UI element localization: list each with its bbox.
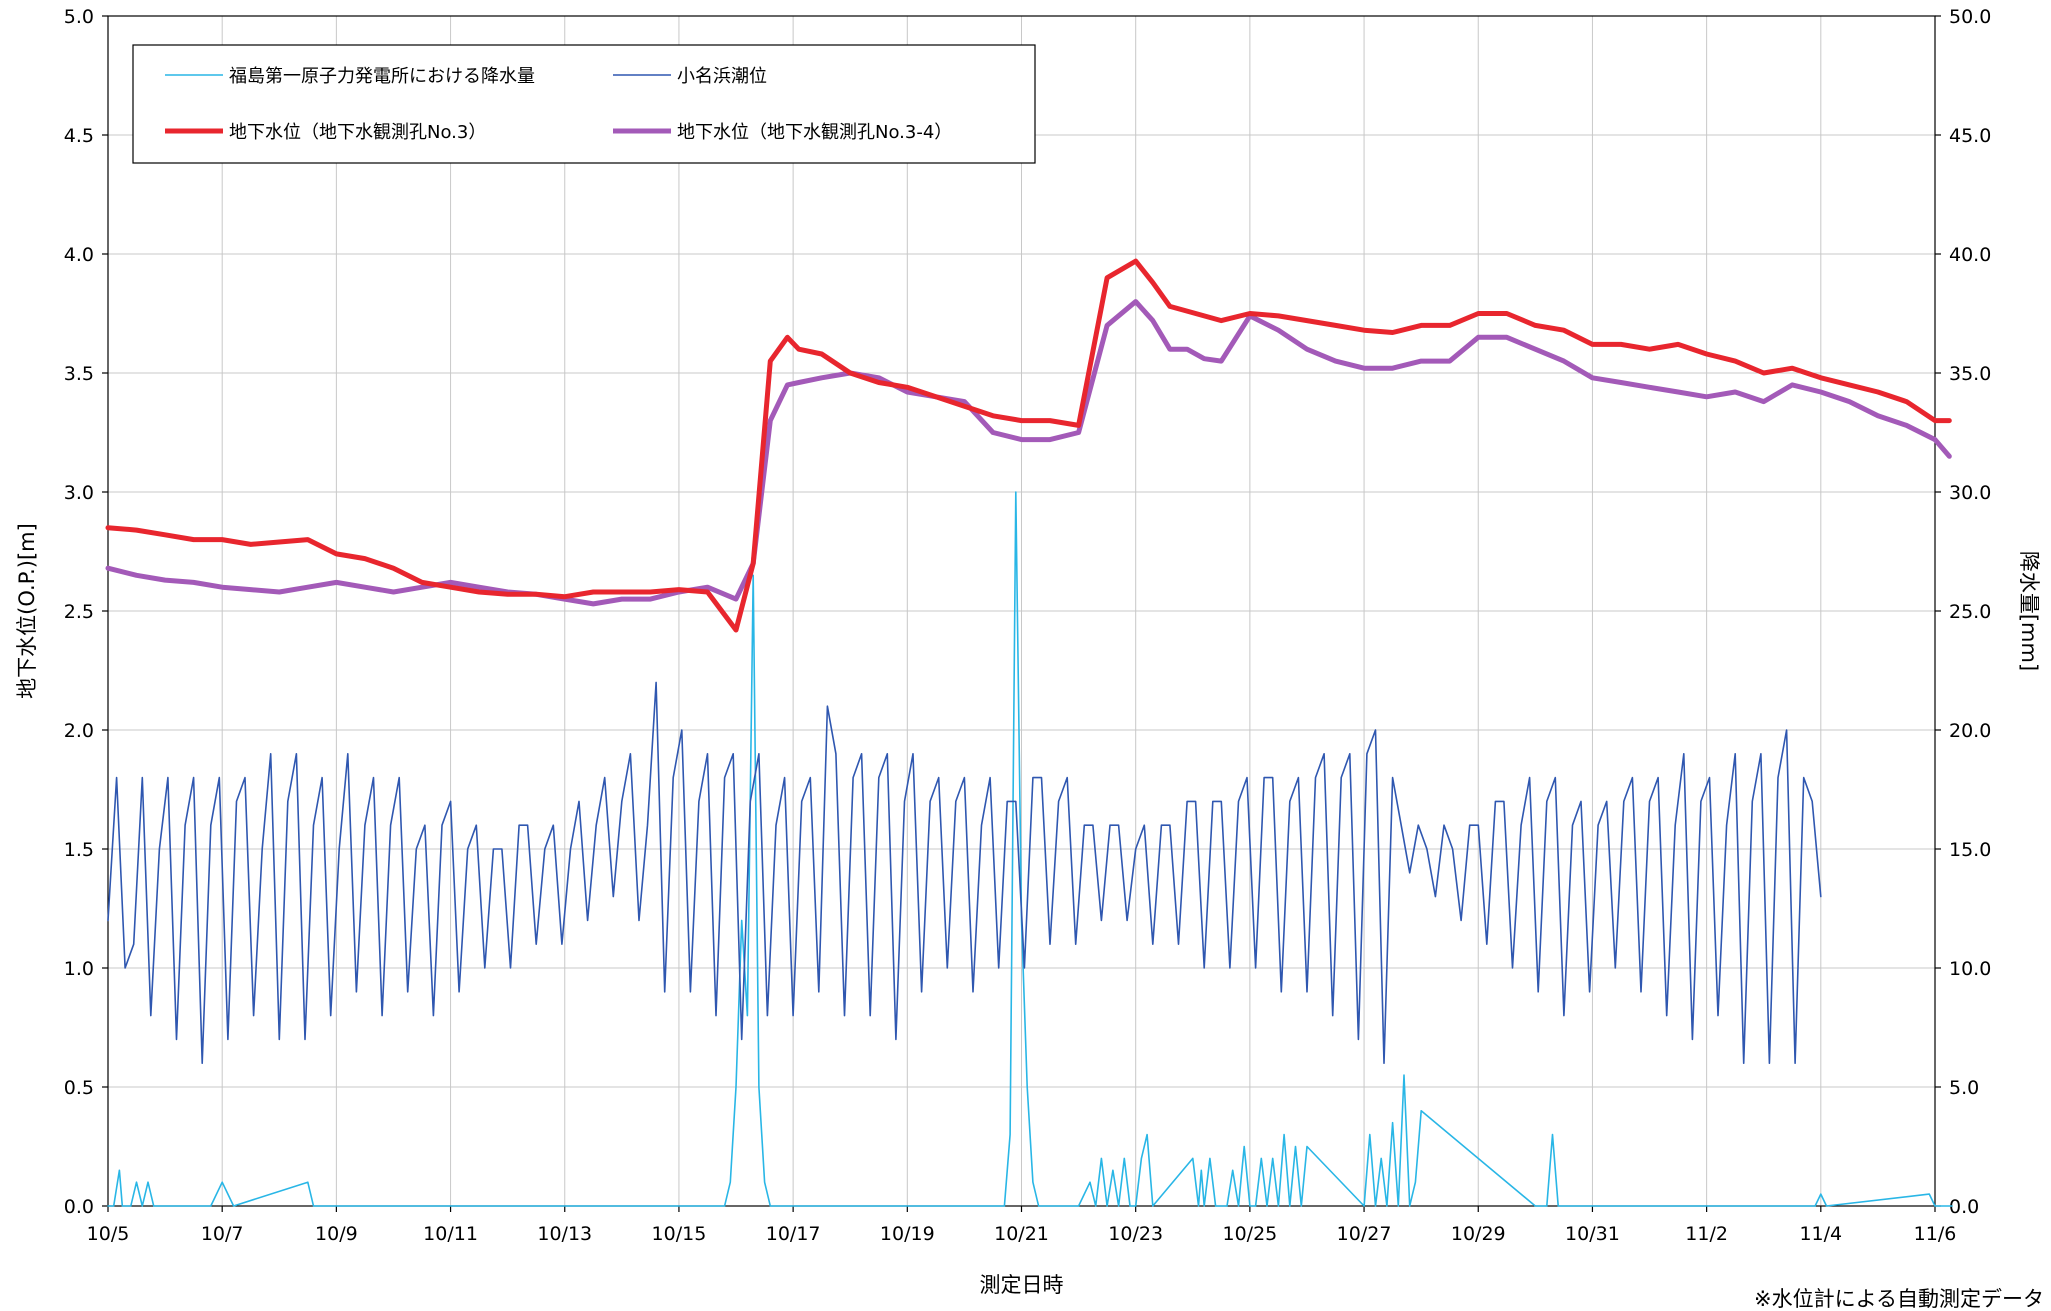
series-line-1: [107, 491, 1953, 1207]
series-line-2: [107, 681, 1822, 1064]
left-tick-label: 4.5: [64, 125, 94, 147]
x-tick-label: 10/29: [1451, 1223, 1506, 1245]
right-y-axis-ticks: 0.0 5.0 10.0 15.0 20.0 25.0 30.0 35.0 40.0 45.0 50…: [1935, 6, 1991, 1218]
x-tick-label: 10/17: [766, 1223, 821, 1245]
right-y-axis-title: 降水量[mm]: [2017, 551, 2041, 671]
x-tick-label: 10/15: [652, 1223, 707, 1245]
left-tick-label: 2.5: [64, 601, 94, 623]
x-tick-label: 10/9: [315, 1223, 358, 1245]
x-tick-label: 10/31: [1565, 1223, 1620, 1245]
series-line-3: [105, 258, 1952, 633]
x-tick-label: 10/21: [994, 1223, 1049, 1245]
x-tick-label: 10/25: [1222, 1223, 1277, 1245]
right-tick-label: 5.0: [1949, 1077, 1979, 1099]
legend-label-4: 地下水位（地下水観測孔No.3-4）: [677, 122, 952, 143]
right-tick-label: 35.0: [1949, 363, 1991, 385]
left-tick-label: 0.5: [64, 1077, 94, 1099]
left-tick-label: 1.0: [64, 958, 94, 980]
left-tick-label: 1.5: [64, 839, 94, 861]
right-tick-label: 20.0: [1949, 720, 1991, 742]
grid-lines: [107, 15, 1936, 1207]
left-tick-label: 3.0: [64, 482, 94, 504]
series-layer: [105, 258, 1953, 1207]
note-text: ※水位計による自動測定データ: [1754, 1287, 2044, 1311]
left-tick-label: 4.0: [64, 244, 94, 266]
right-tick-label: 0.0: [1949, 1196, 1979, 1218]
right-tick-label: 30.0: [1949, 482, 1991, 504]
x-tick-label: 11/4: [1799, 1223, 1842, 1245]
right-tick-label: 40.0: [1949, 244, 1991, 266]
x-tick-label: 10/11: [423, 1223, 478, 1245]
x-tick-label: 11/6: [1914, 1223, 1957, 1245]
x-tick-label: 10/7: [201, 1223, 244, 1245]
left-tick-label: 0.0: [64, 1196, 94, 1218]
right-tick-label: 50.0: [1949, 6, 1991, 28]
right-tick-label: 10.0: [1949, 958, 1991, 980]
x-tick-label: 10/5: [87, 1223, 130, 1245]
legend-box: [132, 44, 1036, 164]
left-y-axis-title: 地下水位(O.P.)[m]: [15, 523, 39, 699]
x-tick-label: 10/27: [1337, 1223, 1392, 1245]
x-axis-ticks: 10/5 10/7 10/9 10/11 10/13 10/15 10/17 10/19 10/…: [87, 1206, 1957, 1245]
left-y-axis-ticks: 0.0 0.5 1.0 1.5 2.0 2.5 3.0 3.5 4.0 4.5 5.0: [64, 6, 108, 1218]
left-tick-label: 5.0: [64, 6, 94, 28]
x-tick-label: 10/23: [1108, 1223, 1163, 1245]
right-tick-label: 25.0: [1949, 601, 1991, 623]
x-tick-label: 10/13: [537, 1223, 592, 1245]
left-tick-label: 2.0: [64, 720, 94, 742]
right-tick-label: 45.0: [1949, 125, 1991, 147]
legend-label-3: 地下水位（地下水観測孔No.3）: [229, 122, 486, 143]
legend-label-1: 福島第一原子力発電所における降水量: [229, 66, 535, 87]
left-tick-label: 3.5: [64, 363, 94, 385]
right-tick-label: 15.0: [1949, 839, 1991, 861]
x-tick-label: 11/2: [1685, 1223, 1728, 1245]
x-axis-title: 測定日時: [980, 1273, 1064, 1297]
x-tick-label: 10/19: [880, 1223, 935, 1245]
legend-label-2: 小名浜潮位: [677, 66, 767, 87]
